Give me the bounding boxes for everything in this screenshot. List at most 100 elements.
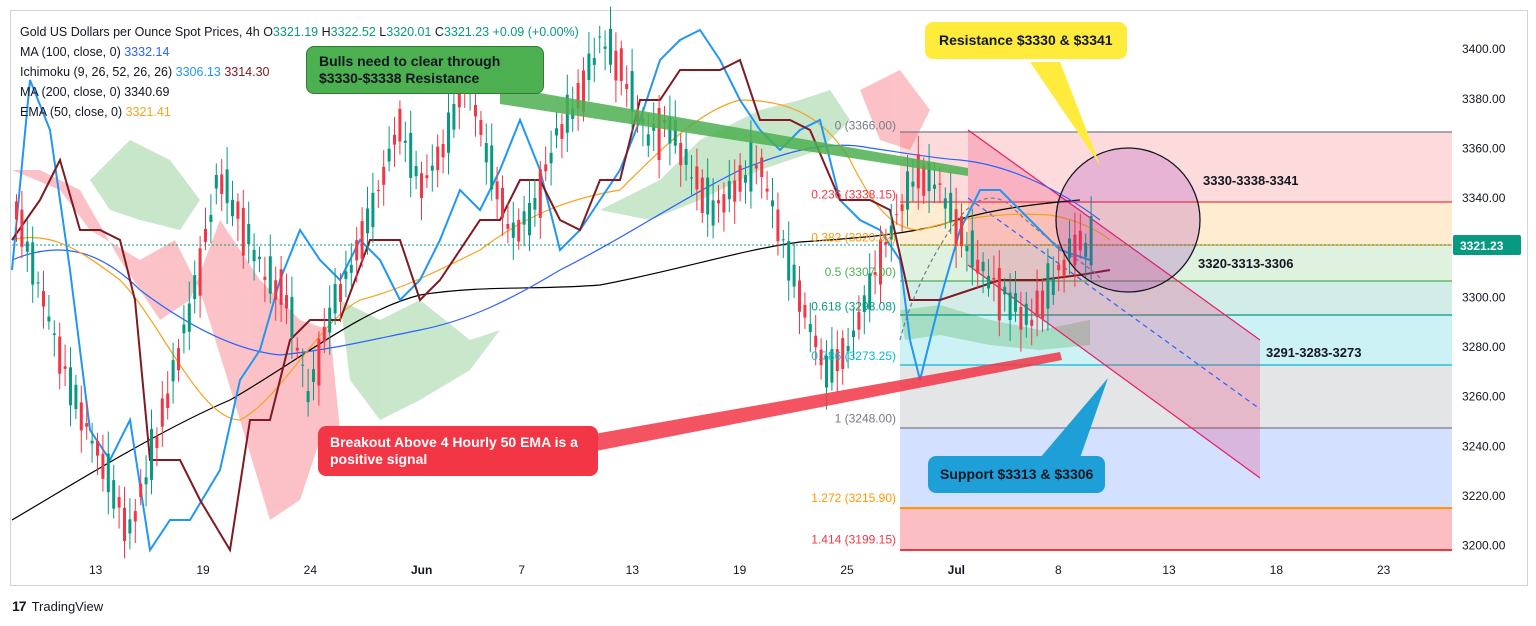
candle-body: [814, 335, 818, 348]
candle-body: [754, 164, 758, 169]
support-callout[interactable]: Support $3313 & $3306: [928, 456, 1106, 493]
ma200-value: 3340.69: [124, 85, 170, 99]
candle-body: [1073, 234, 1077, 266]
x-tick-label: 24: [304, 563, 318, 577]
candle-body: [517, 219, 521, 242]
candle-body: [706, 177, 710, 215]
x-tick-label: 8: [1055, 563, 1062, 577]
candle-body: [128, 519, 132, 534]
candle-body: [889, 225, 893, 240]
candle-body: [700, 177, 704, 214]
candle-body: [787, 241, 791, 281]
x-axis[interactable]: 13 19 24 Jun 7 13 19 25 Jul 8 13 18 23: [89, 563, 1391, 577]
candle-body: [738, 165, 742, 192]
tenkan-line: [11, 28, 1091, 553]
y-tick-label: 3360.00: [1462, 142, 1506, 156]
last-price-tag: 3321.23: [1460, 239, 1504, 253]
candle-body: [987, 275, 990, 289]
candle-body: [522, 211, 526, 225]
candle-body: [943, 198, 947, 209]
y-tick-label: 3380.00: [1462, 92, 1506, 106]
cloud-red-2: [860, 70, 930, 150]
fib-level-label: 0.236 (3338.15): [811, 188, 896, 202]
legend-ma100[interactable]: MA (100, close, 0) 3332.14: [20, 42, 579, 62]
breakout-callout[interactable]: Breakout Above 4 Hourly 50 EMA is a posi…: [318, 426, 598, 476]
candle-body: [625, 83, 629, 89]
candle-body: [15, 201, 18, 220]
fib-zones: [900, 132, 1452, 550]
candles-layer: [15, 6, 1093, 559]
x-tick-label: 13: [89, 563, 103, 577]
y-axis[interactable]: 3200.00 3220.00 3240.00 3260.00 3280.00 3300.…: [1462, 42, 1506, 552]
ichimoku-value2: 3314.30: [224, 65, 270, 79]
candle-body: [1062, 259, 1066, 276]
bulls-callout[interactable]: Bulls need to clear through $3330-$3338 …: [306, 46, 544, 94]
candle-body: [609, 28, 612, 65]
y-tick-label: 3280.00: [1462, 340, 1506, 354]
candle-body: [366, 208, 369, 234]
symbol-title[interactable]: Gold US Dollars per Ounce Spot Prices, 4…: [20, 25, 260, 39]
candle-body: [873, 272, 877, 275]
candle-body: [382, 166, 386, 185]
candle-body: [441, 144, 445, 158]
channel-mid: [967, 197, 1261, 410]
candle-body: [582, 70, 585, 112]
candle-body: [117, 497, 121, 508]
candle-body: [301, 364, 305, 366]
candle-body: [884, 242, 888, 245]
candle-body: [166, 393, 170, 409]
candle-body: [490, 145, 494, 190]
close-label: C: [434, 25, 444, 39]
candle-body: [781, 239, 785, 241]
candle-body: [236, 201, 240, 219]
candle-body: [474, 104, 477, 117]
candle-body: [560, 124, 564, 139]
last-price-tag-bg: [1453, 235, 1521, 255]
resistance-callout[interactable]: Resistance $3330 & $3341: [925, 22, 1127, 59]
ichimoku-cloud: [12, 70, 1090, 520]
candle-body: [290, 296, 294, 338]
candle-body: [479, 120, 483, 136]
candle-body: [79, 402, 83, 431]
candle-body: [792, 264, 796, 287]
candle-body: [765, 188, 769, 192]
candle-body: [209, 214, 213, 222]
candle-body: [252, 249, 256, 262]
fib-level-label: 1.414 (3199.15): [811, 533, 896, 547]
close-value: 3321.23: [443, 25, 490, 39]
candle-body: [555, 128, 558, 136]
legend-ema50[interactable]: EMA (50, close, 0) 3321.41: [20, 102, 579, 122]
candle-body: [576, 82, 580, 109]
fib-level-label: 0.5 (3307.00): [825, 265, 896, 279]
support-callout-text: Support $3313 & $3306: [940, 466, 1094, 482]
legend-ma200[interactable]: MA (200, close, 0) 3340.69: [20, 82, 579, 102]
x-tick-label: 7: [518, 563, 525, 577]
tradingview-branding[interactable]: 17 TradingView: [12, 598, 103, 614]
legend-ichimoku[interactable]: Ichimoku (9, 26, 52, 26, 26) 3306.13 331…: [20, 62, 579, 82]
candle-body: [436, 146, 440, 171]
candle-body: [139, 483, 143, 498]
candle-body: [182, 324, 186, 334]
candle-body: [312, 369, 315, 382]
candle-body: [722, 194, 726, 213]
candle-body: [879, 239, 882, 285]
chart-legend: Gold US Dollars per Ounce Spot Prices, 4…: [20, 22, 579, 122]
candle-body: [112, 480, 116, 509]
candle-body: [155, 436, 159, 449]
candle-body: [506, 223, 510, 229]
candle-body: [247, 223, 251, 245]
candle-body: [549, 152, 553, 164]
candle-body: [544, 164, 548, 172]
kijun-line: [11, 58, 1111, 553]
candle-body: [776, 209, 780, 242]
x-tick-label: 23: [1377, 563, 1391, 577]
candle-body: [274, 280, 278, 300]
candle-body: [398, 108, 402, 142]
candle-body: [484, 143, 488, 163]
chart-frame[interactable]: [10, 10, 1528, 586]
candle-body: [1014, 293, 1017, 312]
candle-body: [355, 240, 359, 261]
candle-body: [1008, 292, 1012, 321]
fib-zone-0786-1: [900, 365, 1452, 428]
